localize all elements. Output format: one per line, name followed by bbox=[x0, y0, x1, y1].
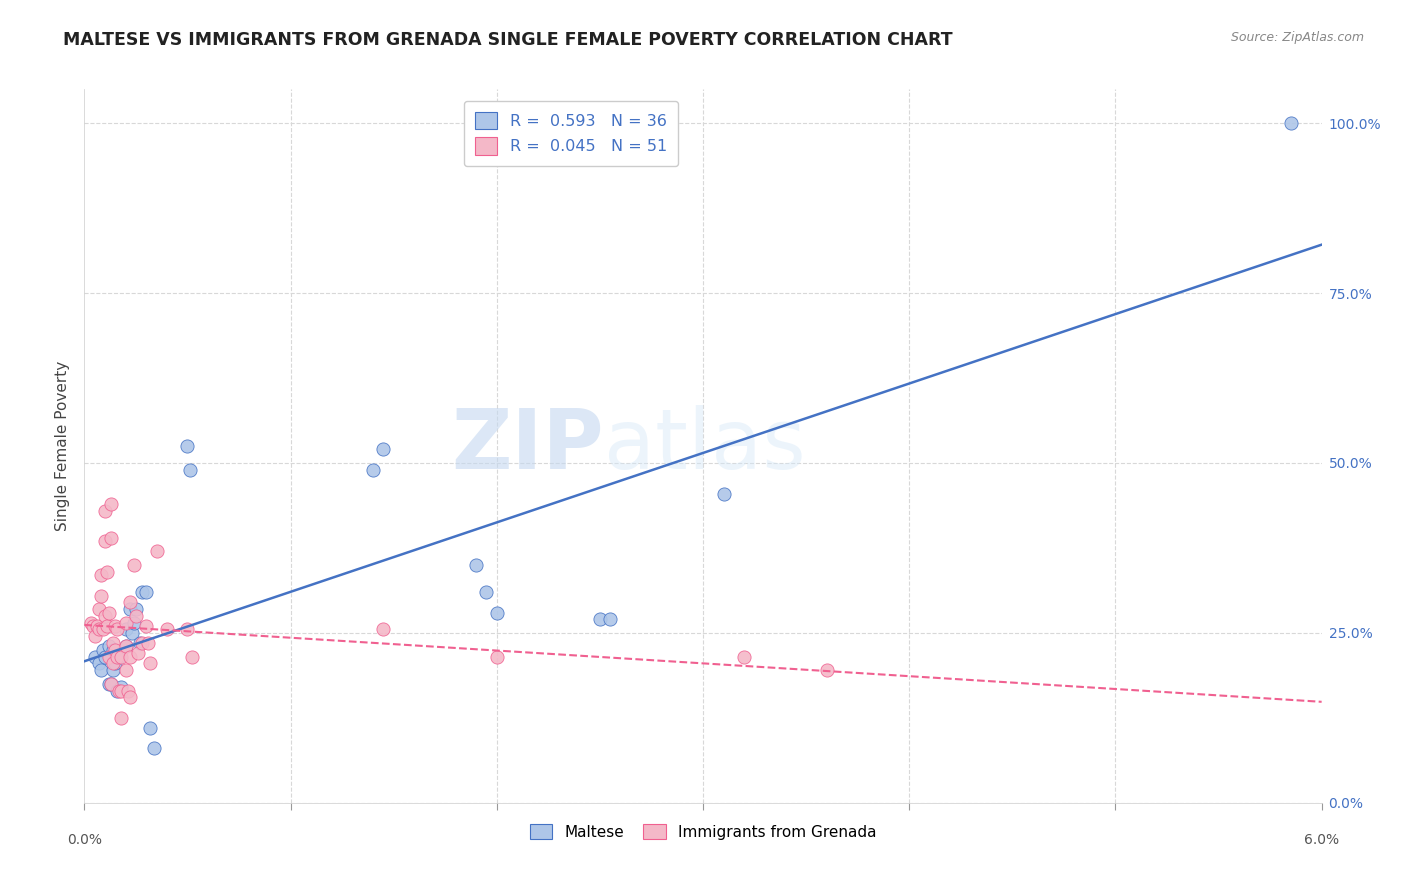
Point bbox=[485, 606, 508, 620]
Point bbox=[98, 640, 121, 654]
Text: 0.0%: 0.0% bbox=[67, 833, 101, 847]
Point bbox=[87, 602, 110, 616]
Point bbox=[114, 623, 136, 637]
Legend: Maltese, Immigrants from Grenada: Maltese, Immigrants from Grenada bbox=[520, 814, 886, 848]
Point bbox=[104, 619, 127, 633]
Point bbox=[110, 683, 132, 698]
Point bbox=[373, 442, 395, 457]
Point bbox=[180, 649, 202, 664]
Point bbox=[145, 544, 167, 558]
Point bbox=[589, 612, 612, 626]
Point bbox=[96, 619, 118, 633]
Point bbox=[713, 486, 735, 500]
Point bbox=[815, 663, 838, 677]
Point bbox=[91, 623, 114, 637]
Point bbox=[110, 711, 132, 725]
Point bbox=[94, 608, 117, 623]
Point bbox=[176, 439, 198, 453]
Point bbox=[104, 657, 127, 671]
Point bbox=[179, 463, 201, 477]
Point bbox=[91, 643, 114, 657]
Point bbox=[465, 558, 488, 572]
Point bbox=[125, 602, 148, 616]
Point bbox=[108, 683, 131, 698]
Point bbox=[122, 558, 145, 572]
Point bbox=[135, 619, 157, 633]
Point bbox=[104, 643, 127, 657]
Point bbox=[90, 568, 112, 582]
Point bbox=[131, 585, 153, 599]
Point bbox=[373, 623, 395, 637]
Point bbox=[139, 657, 162, 671]
Text: MALTESE VS IMMIGRANTS FROM GRENADA SINGLE FEMALE POVERTY CORRELATION CHART: MALTESE VS IMMIGRANTS FROM GRENADA SINGL… bbox=[63, 31, 953, 49]
Point bbox=[83, 649, 105, 664]
Point bbox=[83, 629, 105, 643]
Y-axis label: Single Female Poverty: Single Female Poverty bbox=[55, 361, 70, 531]
Point bbox=[100, 531, 122, 545]
Point bbox=[129, 636, 152, 650]
Point bbox=[103, 663, 125, 677]
Point bbox=[87, 657, 110, 671]
Point bbox=[114, 615, 136, 630]
Point bbox=[86, 619, 108, 633]
Point bbox=[105, 623, 128, 637]
Point bbox=[118, 595, 141, 609]
Point bbox=[114, 640, 136, 654]
Text: 6.0%: 6.0% bbox=[1305, 833, 1339, 847]
Point bbox=[118, 649, 141, 664]
Point bbox=[98, 649, 121, 664]
Point bbox=[94, 649, 117, 664]
Point bbox=[135, 585, 157, 599]
Point bbox=[94, 503, 117, 517]
Point bbox=[118, 690, 141, 705]
Point bbox=[139, 721, 162, 735]
Point bbox=[117, 683, 139, 698]
Point bbox=[114, 640, 136, 654]
Point bbox=[156, 623, 179, 637]
Point bbox=[136, 636, 159, 650]
Point bbox=[110, 649, 132, 664]
Point bbox=[90, 589, 112, 603]
Point bbox=[127, 646, 149, 660]
Point bbox=[114, 663, 136, 677]
Point bbox=[98, 606, 121, 620]
Point bbox=[110, 680, 132, 694]
Point bbox=[733, 649, 755, 664]
Point bbox=[100, 677, 122, 691]
Point bbox=[79, 615, 101, 630]
Point bbox=[361, 463, 384, 477]
Point bbox=[121, 626, 143, 640]
Point bbox=[82, 619, 104, 633]
Point bbox=[1279, 116, 1302, 130]
Text: ZIP: ZIP bbox=[451, 406, 605, 486]
Point bbox=[122, 615, 145, 630]
Point bbox=[176, 623, 198, 637]
Point bbox=[98, 677, 121, 691]
Point bbox=[103, 636, 125, 650]
Point bbox=[94, 534, 117, 549]
Point bbox=[90, 663, 112, 677]
Point bbox=[100, 677, 122, 691]
Point bbox=[131, 636, 153, 650]
Point bbox=[485, 649, 508, 664]
Point bbox=[108, 649, 131, 664]
Text: Source: ZipAtlas.com: Source: ZipAtlas.com bbox=[1230, 31, 1364, 45]
Point bbox=[105, 683, 128, 698]
Point bbox=[103, 643, 125, 657]
Point bbox=[118, 602, 141, 616]
Point bbox=[87, 623, 110, 637]
Point bbox=[103, 657, 125, 671]
Text: atlas: atlas bbox=[605, 406, 806, 486]
Point bbox=[599, 612, 621, 626]
Point bbox=[475, 585, 498, 599]
Point bbox=[96, 565, 118, 579]
Point bbox=[100, 497, 122, 511]
Point bbox=[143, 741, 166, 756]
Point bbox=[125, 608, 148, 623]
Point bbox=[105, 649, 128, 664]
